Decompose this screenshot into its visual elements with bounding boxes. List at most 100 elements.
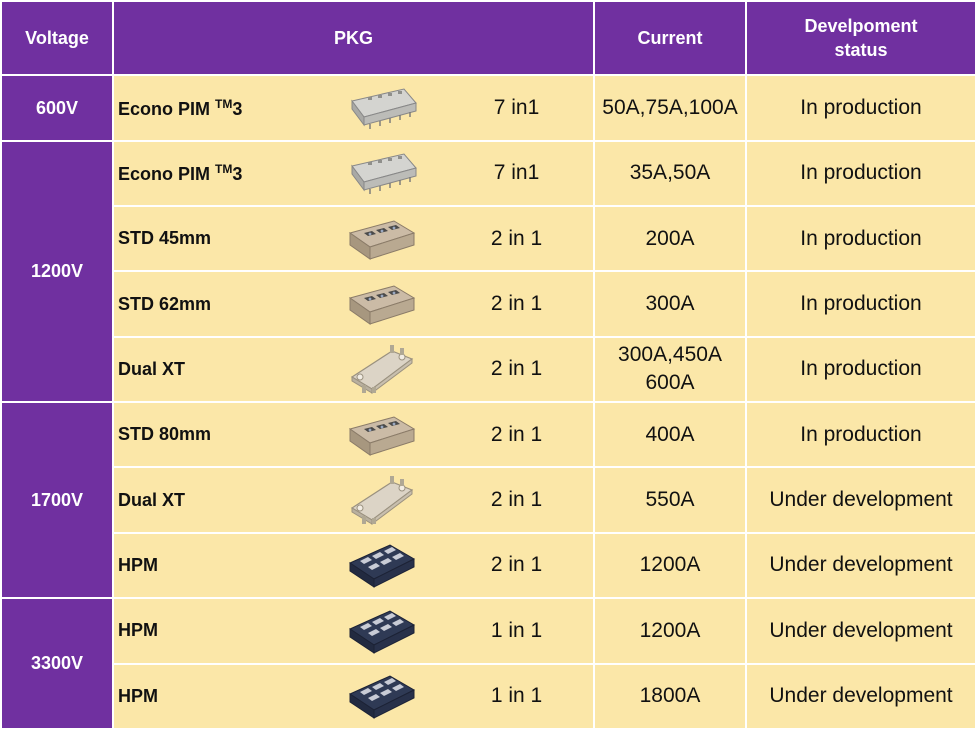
trademark-mark: TM xyxy=(215,96,233,111)
development-status: Under development xyxy=(745,662,975,730)
package-name: HPM xyxy=(112,597,324,665)
dual-xt-module-icon xyxy=(346,476,418,526)
module-image-cell xyxy=(324,531,440,600)
module-image-cell xyxy=(324,335,440,404)
topology-config: 2 in 1 xyxy=(440,335,595,404)
voltage-3300v: 3300V xyxy=(0,597,114,730)
package-name: Dual XT xyxy=(112,335,324,404)
pkg-header: PKG xyxy=(112,0,595,77)
status-header: Develpoment status xyxy=(745,0,975,77)
current-rating: 1800A xyxy=(593,662,747,730)
package-name-text: HPM xyxy=(118,554,158,575)
package-name-suffix: 3 xyxy=(232,98,243,119)
current-rating: 400A xyxy=(593,401,747,469)
table-row: STD 62mm 2 in 1 300A In production xyxy=(1,270,975,338)
current-rating: 200A xyxy=(593,205,747,273)
package-name-text: HPM xyxy=(118,620,158,641)
std-module-icon xyxy=(346,285,418,326)
voltage-header: Voltage xyxy=(0,0,114,77)
module-image-cell xyxy=(324,662,440,730)
std-module-icon xyxy=(346,220,418,260)
module-image-cell xyxy=(324,597,440,665)
current-rating: 1200A xyxy=(593,597,747,665)
package-name-text: STD 45mm xyxy=(118,228,212,249)
current-rating-line1: 200A xyxy=(645,226,695,250)
package-name: Econo PIM TM3 xyxy=(112,74,324,142)
module-image-cell xyxy=(324,401,440,469)
module-image-cell xyxy=(324,270,440,338)
package-name: Econo PIM TM3 xyxy=(112,139,324,208)
trademark-mark: TM xyxy=(215,161,233,176)
current-rating-line1: 550A xyxy=(645,488,695,512)
hpm-module-icon xyxy=(346,675,418,720)
current-rating: 1200A xyxy=(593,531,747,600)
development-status: In production xyxy=(745,205,975,273)
topology-config: 1 in 1 xyxy=(440,662,595,730)
topology-config: 1 in 1 xyxy=(440,597,595,665)
topology-config: 2 in 1 xyxy=(440,205,595,273)
development-status: In production xyxy=(745,74,975,142)
development-status: Under development xyxy=(745,597,975,665)
table-row: 1200V Econo PIM TM3 7 in1 35A,50A In product… xyxy=(0,139,975,404)
package-name-text: Dual XT xyxy=(118,358,186,379)
package-name-text: Econo PIM xyxy=(118,163,211,184)
dual-xt-module-icon xyxy=(346,345,418,395)
current-rating: 300A xyxy=(593,270,747,338)
table-row: HPM 2 in 1 1200A Under development xyxy=(1,531,975,600)
module-image-cell xyxy=(324,466,440,534)
topology-config: 7 in1 xyxy=(440,139,595,208)
current-rating-line1: 1800A xyxy=(639,684,701,708)
econo-pim-module-icon xyxy=(346,88,418,130)
package-name: STD 80mm xyxy=(112,401,324,469)
package-name: STD 45mm xyxy=(112,205,324,273)
current-rating-line1: 300A xyxy=(645,292,695,316)
current-rating-line1: 400A xyxy=(645,422,695,446)
topology-config: 2 in 1 xyxy=(440,270,595,338)
voltage-600v: 600V xyxy=(0,74,114,142)
package-name-suffix: 3 xyxy=(232,163,243,184)
table-row: 3300V HPM 1 in 1 1200A Under development xyxy=(0,597,975,730)
current-rating-line1: 35A,50A xyxy=(629,161,711,185)
module-image-cell xyxy=(324,205,440,273)
current-rating: 50A,75A,100A xyxy=(593,74,747,142)
development-status: Under development xyxy=(745,531,975,600)
topology-config: 2 in 1 xyxy=(440,531,595,600)
package-name-text: STD 62mm xyxy=(118,293,212,314)
hpm-module-icon xyxy=(346,610,418,654)
package-name-text: HPM xyxy=(118,685,158,706)
current-rating-line2: 600A xyxy=(645,371,695,395)
econo-pim-module-icon xyxy=(346,153,418,195)
status-header-line1: Develpoment xyxy=(804,16,918,37)
topology-config: 2 in 1 xyxy=(440,401,595,469)
package-name: Dual XT xyxy=(112,466,324,534)
current-header: Current xyxy=(593,0,747,77)
table-row: 600V Econo PIM TM3 7 in1 50A,75A,100A In pro… xyxy=(0,74,975,142)
development-status: In production xyxy=(745,270,975,338)
package-name: HPM xyxy=(112,662,324,730)
current-rating: 35A,50A xyxy=(593,139,747,208)
current-rating-line1: 1200A xyxy=(639,553,701,577)
std-module-icon xyxy=(346,416,418,456)
package-name-text: STD 80mm xyxy=(118,424,212,445)
current-rating: 300A,450A 600A xyxy=(593,335,747,404)
voltage-1700v: 1700V xyxy=(0,401,114,600)
table-row: 1700V STD 80mm 2 in 1 400A In production xyxy=(0,401,975,600)
package-name-text: Dual XT xyxy=(118,489,186,510)
topology-config: 2 in 1 xyxy=(440,466,595,534)
development-status: In production xyxy=(745,401,975,469)
table-row: Dual XT 2 in 1 300A,450A 600A In production xyxy=(1,335,975,404)
topology-config: 7 in1 xyxy=(440,74,595,142)
development-status: In production xyxy=(745,335,975,404)
table-row: STD 45mm 2 in 1 200A In production xyxy=(1,205,975,273)
current-rating-line1: 1200A xyxy=(639,618,701,642)
status-header-line2: status xyxy=(834,40,888,61)
development-status: Under development xyxy=(745,466,975,534)
package-name: HPM xyxy=(112,531,324,600)
voltage-1200v: 1200V xyxy=(0,139,114,404)
current-rating-line1: 300A,450A xyxy=(618,343,722,367)
current-rating-line1: 50A,75A,100A xyxy=(602,96,738,120)
module-image-cell xyxy=(324,139,440,208)
header-row: Voltage PKG Current Develpoment status xyxy=(0,0,975,77)
package-name-text: Econo PIM xyxy=(118,98,211,119)
